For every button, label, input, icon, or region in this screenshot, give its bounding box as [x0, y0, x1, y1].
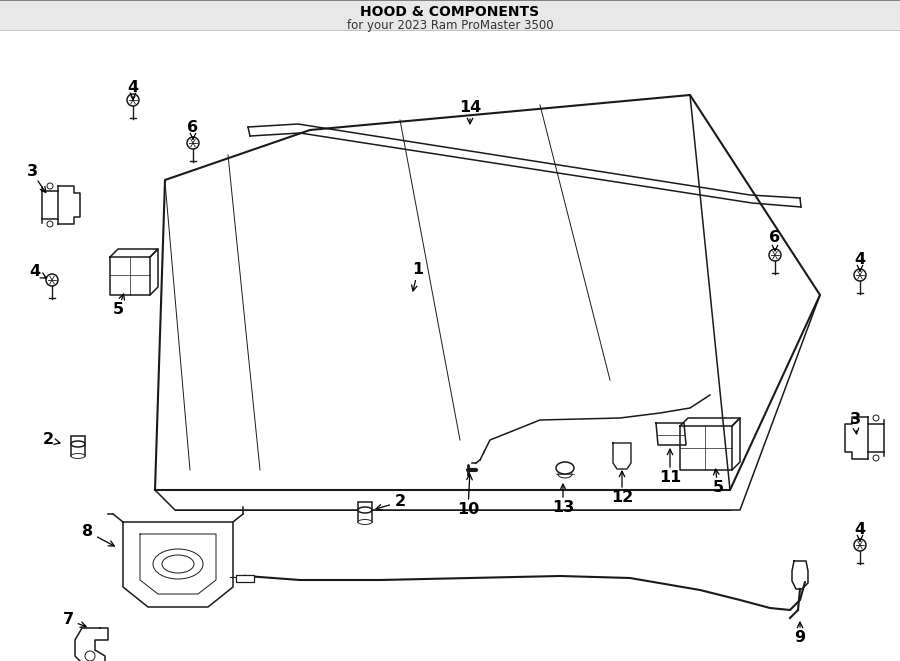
Text: 6: 6 [770, 231, 780, 245]
Bar [0, 0, 900, 30]
Text: 1: 1 [412, 262, 424, 278]
Text: 5: 5 [713, 481, 724, 496]
Text: 2: 2 [394, 494, 406, 510]
Text: 4: 4 [854, 253, 866, 268]
Text: 2: 2 [42, 432, 54, 447]
Text: 4: 4 [854, 522, 866, 537]
Text: for your 2023 Ram ProMaster 3500: for your 2023 Ram ProMaster 3500 [346, 20, 554, 32]
Circle shape [854, 269, 866, 281]
Ellipse shape [556, 462, 574, 474]
Circle shape [47, 221, 53, 227]
Bar [71, 436, 85, 456]
Circle shape [46, 274, 58, 286]
Text: 14: 14 [459, 100, 482, 116]
Ellipse shape [358, 520, 372, 524]
Ellipse shape [71, 453, 85, 459]
Text: 12: 12 [611, 490, 633, 506]
Ellipse shape [71, 441, 85, 447]
Ellipse shape [358, 507, 372, 513]
Text: 3: 3 [26, 165, 38, 180]
Ellipse shape [558, 470, 572, 478]
Bar [236, 575, 254, 582]
Text: 10: 10 [457, 502, 479, 518]
Circle shape [769, 249, 781, 261]
Text: 3: 3 [850, 412, 860, 428]
Circle shape [47, 183, 53, 189]
Bar [358, 502, 372, 522]
Circle shape [85, 651, 95, 661]
Circle shape [187, 137, 199, 149]
Circle shape [127, 94, 139, 106]
Text: HOOD & COMPONENTS: HOOD & COMPONENTS [360, 5, 540, 19]
Text: 4: 4 [128, 81, 139, 95]
Text: 4: 4 [30, 264, 40, 280]
Text: 13: 13 [552, 500, 574, 516]
Text: 7: 7 [62, 613, 74, 627]
Ellipse shape [162, 555, 194, 573]
Text: 8: 8 [83, 524, 94, 539]
Text: 5: 5 [112, 303, 123, 317]
Circle shape [873, 455, 879, 461]
Circle shape [873, 415, 879, 421]
Circle shape [854, 539, 866, 551]
Text: 11: 11 [659, 471, 681, 485]
Ellipse shape [153, 549, 203, 579]
Text: 9: 9 [795, 631, 806, 646]
Text: 6: 6 [187, 120, 199, 136]
